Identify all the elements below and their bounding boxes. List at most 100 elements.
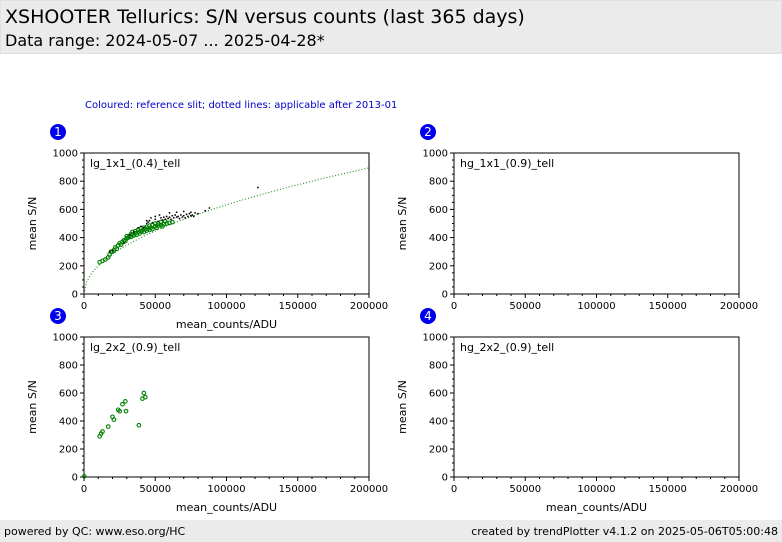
data-point: [161, 219, 164, 221]
data-point: [137, 226, 140, 229]
y-tick-label: 0: [442, 290, 448, 301]
data-point: [145, 219, 148, 222]
plot-frame: [83, 336, 370, 478]
x-tick-label: 0: [81, 484, 87, 495]
data-point-reference: [141, 390, 147, 396]
y-axis-label: mean S/N: [396, 380, 409, 434]
y-axis-label: mean S/N: [26, 380, 39, 434]
data-point: [182, 214, 185, 217]
y-tick-label: 0: [72, 290, 78, 301]
data-point-reference: [167, 220, 172, 226]
data-point-reference: [81, 473, 87, 479]
data-point: [164, 218, 167, 221]
data-point: [162, 216, 165, 219]
y-tick-label: 200: [59, 261, 78, 272]
panel-badge-number: 4: [424, 309, 432, 323]
footer-created: created by trendPlotter v4.1.2 on 2025-0…: [471, 525, 778, 538]
panel-4: 4 0 200 400 600 800 1000 0 50000 100000 150000 2000…: [396, 308, 758, 514]
x-tick-label: 200000: [720, 484, 758, 495]
panel-3: 3 0 200 400 600 800 1000 0 50000 100000 150000 2000…: [26, 308, 388, 514]
data-point: [184, 216, 187, 219]
data-point: [154, 215, 157, 218]
data-point-reference: [105, 254, 111, 260]
panel-badge-circle: [420, 124, 436, 140]
x-tick-label: 50000: [509, 301, 541, 312]
panel-badge-number: 1: [54, 125, 62, 139]
y-tick-label: 0: [442, 473, 448, 484]
data-point: [168, 216, 171, 219]
panel-badge-circle: [420, 308, 436, 324]
data-point: [189, 211, 192, 214]
data-point-reference: [122, 399, 128, 404]
data-point: [191, 214, 194, 216]
data-point: [165, 215, 168, 218]
data-point: [177, 215, 179, 218]
x-tick-label: 150000: [279, 484, 317, 495]
x-tick-label: 200000: [350, 301, 388, 312]
x-tick-label: 150000: [649, 301, 687, 312]
y-tick-label: 800: [429, 177, 448, 188]
footer-bar: powered by QC: www.eso.org/HC created by…: [0, 520, 782, 542]
data-point-reference: [100, 429, 105, 434]
data-point: [170, 218, 172, 221]
y-tick-label: 200: [429, 261, 448, 272]
x-axis-label: mean_counts/ADU: [546, 501, 647, 514]
panel-badge-number: 3: [54, 309, 62, 323]
x-axis-label: mean_counts/ADU: [176, 318, 277, 331]
data-point: [194, 212, 197, 214]
x-tick-label: 50000: [509, 484, 541, 495]
y-tick-label: 1000: [423, 333, 448, 344]
data-point-reference: [103, 257, 108, 262]
y-tick-label: 1000: [53, 333, 78, 344]
data-point-reference: [105, 424, 111, 429]
x-tick-label: 50000: [139, 301, 171, 312]
fit-curve: [83, 167, 370, 295]
data-point: [123, 242, 125, 245]
data-point: [140, 225, 142, 228]
y-tick-label: 600: [429, 205, 448, 216]
data-point: [185, 213, 188, 216]
x-tick-label: 100000: [207, 301, 245, 312]
y-tick-label: 0: [72, 473, 78, 484]
data-point-reference: [122, 238, 128, 244]
data-point-reference: [124, 233, 130, 239]
data-point: [148, 219, 151, 222]
panel-badge-circle: [50, 124, 66, 140]
data-point: [142, 226, 145, 229]
data-range-subtitle: Data range: 2024-05-07 ... 2025-04-28*: [5, 31, 325, 50]
x-tick-label: 200000: [350, 484, 388, 495]
header-bar: XSHOOTER Tellurics: S/N versus counts (l…: [0, 0, 782, 54]
data-point: [182, 210, 185, 213]
y-axis-label: mean S/N: [26, 197, 39, 251]
x-tick-label: 0: [451, 484, 457, 495]
data-point: [158, 214, 161, 216]
y-tick-label: 600: [59, 389, 78, 400]
data-point: [132, 231, 135, 233]
panel-label: lg_1x1_(0.4)_tell: [90, 157, 180, 170]
y-tick-label: 400: [59, 417, 78, 428]
data-point: [192, 215, 195, 218]
legend-note: Coloured: reference slit; dotted lines: …: [85, 100, 398, 111]
data-point: [147, 221, 150, 223]
x-tick-label: 150000: [649, 484, 687, 495]
data-point: [256, 186, 259, 189]
data-point: [151, 221, 154, 224]
y-tick-label: 400: [429, 233, 448, 244]
panel-2: 2 0 200 400 600 800 1000 0 50000 100000 150000 2000…: [396, 124, 758, 312]
x-tick-label: 200000: [720, 301, 758, 312]
data-point-reference: [123, 408, 129, 414]
y-tick-label: 800: [59, 177, 78, 188]
data-point: [171, 214, 174, 217]
page-title: XSHOOTER Tellurics: S/N versus counts (l…: [5, 6, 525, 28]
panel-label: hg_1x1_(0.9)_tell: [460, 157, 554, 170]
y-tick-label: 600: [59, 205, 78, 216]
panel-badge-circle: [50, 308, 66, 324]
data-point-reference: [141, 225, 147, 231]
data-point: [187, 215, 189, 218]
data-point-reference: [142, 394, 148, 400]
data-point: [204, 209, 207, 212]
y-tick-label: 400: [59, 233, 78, 244]
data-point-reference: [158, 219, 164, 225]
data-point: [208, 207, 211, 209]
